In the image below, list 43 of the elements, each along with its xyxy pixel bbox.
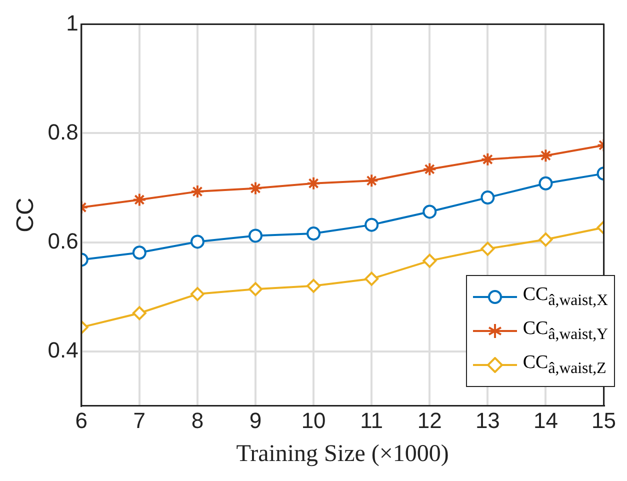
y-tick-label: 0.8 <box>48 119 78 144</box>
x-tick-label: 13 <box>475 408 500 434</box>
point <box>480 190 495 205</box>
x-tick-label: 10 <box>301 408 326 434</box>
point <box>306 226 321 241</box>
point <box>422 254 437 268</box>
point <box>480 152 495 166</box>
point <box>248 181 263 196</box>
legend-label: CC$_{â,waist,Z}$ <box>522 352 606 378</box>
point <box>132 246 146 260</box>
y-axis-title: CC <box>12 198 40 232</box>
point <box>132 306 146 320</box>
point <box>538 232 553 247</box>
legend-label: CC$_{â,waist,Y}$ <box>522 318 608 344</box>
point <box>190 287 204 302</box>
point <box>422 204 437 219</box>
x-axis-title: Training Size (×1000) <box>236 440 449 467</box>
x-tick-label: 12 <box>417 408 442 434</box>
point <box>132 192 146 207</box>
point <box>538 176 553 190</box>
point <box>306 278 321 293</box>
x-tick-label: 14 <box>533 408 558 434</box>
y-tick-label: 0.4 <box>48 337 78 362</box>
point <box>364 218 379 232</box>
point <box>422 162 437 176</box>
point <box>538 148 553 163</box>
x-tick-label: 8 <box>191 408 204 434</box>
x-tick-label: 11 <box>360 408 384 434</box>
y-tick-label: 1 <box>66 10 78 36</box>
point <box>364 272 379 286</box>
point <box>364 174 379 188</box>
legend-label: CC$_{â,waist,X}$ <box>522 284 608 310</box>
point <box>248 228 263 243</box>
point <box>190 234 204 249</box>
x-tick-label: 7 <box>133 408 146 434</box>
y-tick-label: 0.6 <box>48 228 78 254</box>
point <box>248 282 263 296</box>
x-tick-label: 15 <box>592 408 616 434</box>
point <box>190 184 204 199</box>
point <box>306 176 321 190</box>
x-tick-label: 6 <box>75 408 88 434</box>
point <box>480 242 495 256</box>
x-tick-label: 9 <box>249 408 262 434</box>
